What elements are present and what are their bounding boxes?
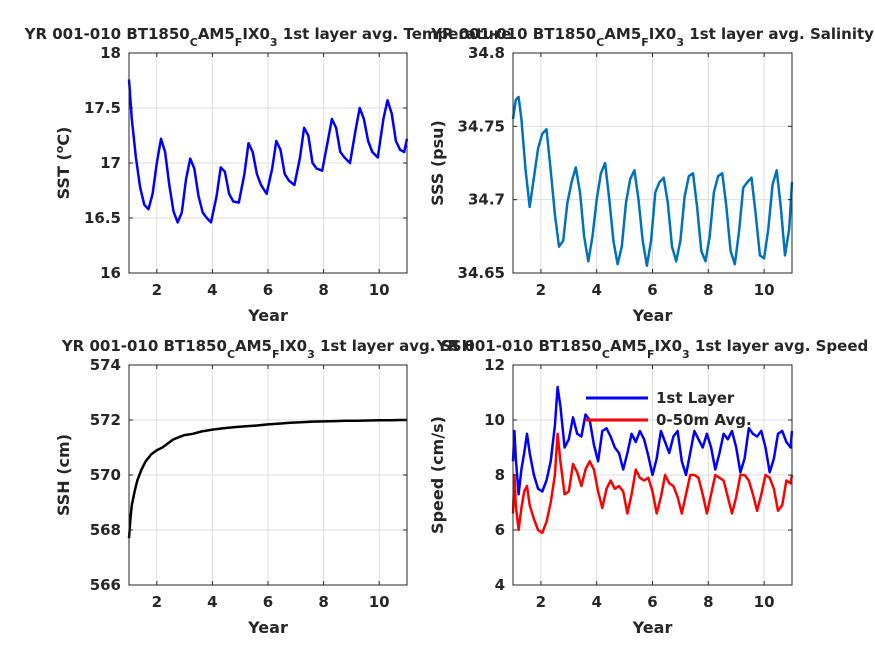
y-tick-label: 574 (90, 356, 121, 374)
chart-title: YR 001-010 BT1850CAM5FIX03 1st layer avg… (24, 25, 512, 49)
y-axis-label: Speed (cm/s) (428, 416, 447, 534)
x-tick-label: 6 (263, 593, 273, 611)
legend-label: 1st Layer (656, 389, 735, 407)
title-subscript: F (235, 36, 243, 49)
y-tick-label: 34.65 (458, 264, 505, 282)
x-tick-label: 10 (369, 593, 390, 611)
x-tick-label: 8 (318, 281, 328, 299)
series-line (511, 95, 794, 267)
title-part: IX0 (654, 337, 682, 355)
y-tick-label: 570 (90, 466, 121, 484)
y-tick-label: 34.7 (468, 191, 505, 209)
y-axis-label-text: SST ( (54, 153, 73, 199)
y-tick-label: 17.5 (84, 99, 121, 117)
y-axis-label-text: SSS (psu) (428, 120, 447, 206)
series-line (127, 79, 409, 224)
title-subscript: C (190, 36, 198, 49)
title-subscript: C (227, 348, 235, 361)
y-tick-label: 34.8 (468, 44, 505, 62)
title-part: AM5 (610, 337, 647, 355)
y-tick-label: 16.5 (84, 209, 121, 227)
title-subscript: F (647, 348, 655, 361)
chart-title: YR 001-010 BT1850CAM5FIX03 1st layer avg… (430, 25, 874, 49)
legend-label: 0-50m Avg. (656, 411, 752, 429)
y-tick-label: 6 (495, 521, 505, 539)
x-tick-label: 10 (754, 281, 775, 299)
y-tick-label: 572 (90, 411, 121, 429)
title-part: AM5 (604, 25, 641, 43)
title-part: AM5 (198, 25, 235, 43)
y-axis-label: SST (oC) (53, 127, 74, 200)
title-part: 1st layer avg. Speed (690, 337, 869, 355)
x-axis-label: Year (632, 618, 673, 637)
title-part: AM5 (235, 337, 272, 355)
y-axis-label: SSH (cm) (54, 434, 73, 516)
x-tick-label: 6 (647, 593, 657, 611)
chart-panel: 2 4 6 8 10 566 568 570 572 574 Year SSH (cm) YR 001-… (54, 337, 474, 637)
y-tick-label: 8 (495, 466, 505, 484)
y-axis-label-end: C) (54, 127, 73, 146)
title-part: YR 001-010 BT1850 (436, 337, 602, 355)
y-axis-label-sup: o (53, 145, 66, 153)
y-axis-label-text: Speed (cm/s) (428, 416, 447, 534)
x-tick-label: 4 (207, 281, 217, 299)
title-part: YR 001-010 BT1850 (430, 25, 596, 43)
y-tick-label: 4 (495, 576, 505, 594)
x-tick-label: 4 (591, 593, 601, 611)
legend: 1st Layer 0-50m Avg. (586, 389, 752, 429)
title-part: IX0 (280, 337, 308, 355)
title-subscript: 3 (682, 348, 690, 361)
chart-title: YR 001-010 BT1850CAM5FIX03 1st layer avg… (436, 337, 869, 361)
x-axis-label: Year (632, 306, 673, 325)
series-line (511, 432, 794, 535)
x-tick-label: 8 (703, 281, 713, 299)
series-line (127, 418, 407, 539)
y-tick-label: 566 (90, 576, 121, 594)
title-subscript: F (272, 348, 280, 361)
chart-panel: 2 4 6 8 10 34.65 34.7 34.75 34.8 Year SSS (psu) YR … (428, 25, 874, 325)
x-axis-label: Year (247, 306, 288, 325)
title-part: IX0 (649, 25, 677, 43)
x-tick-label: 10 (369, 281, 390, 299)
title-part: 1st layer avg. Temperature (278, 25, 512, 43)
x-tick-label: 4 (591, 281, 601, 299)
title-part: 1st layer avg. Salinity (684, 25, 874, 43)
x-tick-label: 8 (703, 593, 713, 611)
y-tick-label: 34.75 (458, 117, 505, 135)
y-tick-label: 12 (484, 356, 505, 374)
y-axis-label: SSS (psu) (428, 120, 447, 206)
title-part: YR 001-010 BT1850 (61, 337, 227, 355)
chart-title: YR 001-010 BT1850CAM5FIX03 1st layer avg… (61, 337, 474, 361)
x-tick-label: 10 (754, 593, 775, 611)
y-tick-label: 18 (100, 44, 121, 62)
title-subscript: 3 (270, 36, 278, 49)
title-subscript: 3 (307, 348, 315, 361)
title-subscript: C (602, 348, 610, 361)
x-tick-label: 8 (318, 593, 328, 611)
y-tick-label: 10 (484, 411, 505, 429)
title-part: 1st layer avg. SSH (315, 337, 474, 355)
y-tick-label: 17 (100, 154, 121, 172)
x-tick-label: 6 (263, 281, 273, 299)
title-subscript: F (641, 36, 649, 49)
title-subscript: C (596, 36, 604, 49)
chart-panel: 2 4 6 8 10 16 16.5 17 17.5 18 Year SST (oC) YR 001-0… (24, 25, 512, 325)
x-tick-label: 2 (152, 281, 162, 299)
title-part: YR 001-010 BT1850 (24, 25, 190, 43)
title-subscript: 3 (676, 36, 684, 49)
x-tick-label: 2 (536, 281, 546, 299)
title-part: IX0 (242, 25, 270, 43)
chart-panel: 2 4 6 8 10 4 6 8 10 12 Year Speed (cm/s) YR 001-010 … (428, 337, 868, 637)
series-line (511, 385, 794, 496)
y-tick-label: 16 (100, 264, 121, 282)
x-tick-label: 4 (207, 593, 217, 611)
y-axis-label-text: SSH (cm) (54, 434, 73, 516)
x-tick-label: 2 (536, 593, 546, 611)
x-tick-label: 2 (152, 593, 162, 611)
x-axis-label: Year (247, 618, 288, 637)
x-tick-label: 6 (647, 281, 657, 299)
y-tick-label: 568 (90, 521, 121, 539)
